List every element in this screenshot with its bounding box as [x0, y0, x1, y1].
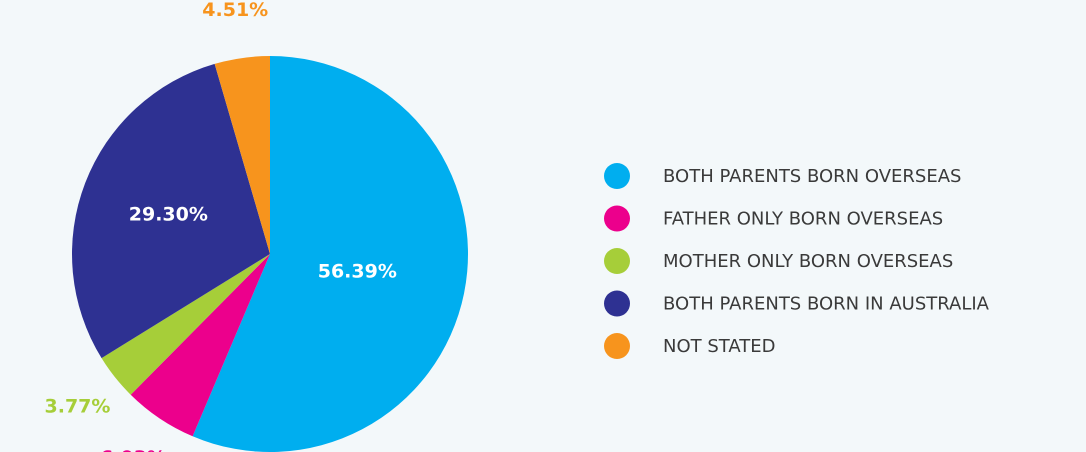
legend-label: BOTH PARENTS BORN OVERSEAS [663, 166, 961, 187]
value-label: 56.39% [318, 260, 397, 282]
legend-swatch [604, 205, 630, 232]
legend-swatch [604, 248, 630, 274]
value-label: 4.51% [202, 0, 268, 21]
legend-label: FATHER ONLY BORN OVERSEAS [663, 209, 943, 230]
legend-label: BOTH PARENTS BORN IN AUSTRALIA [663, 294, 990, 315]
value-label: 3.77% [45, 396, 111, 418]
pie-slice [71, 63, 270, 359]
pie-slice [192, 56, 469, 452]
legend-label: MOTHER ONLY BORN OVERSEAS [663, 251, 953, 272]
pie-slice [101, 254, 271, 395]
legend-swatch [604, 163, 630, 189]
pie-slice [130, 254, 270, 437]
value-label: 29.30% [129, 203, 208, 225]
legend-swatch [604, 333, 630, 359]
legend-swatch [604, 290, 630, 317]
value-label: 6.03% [100, 447, 166, 452]
legend-label: NOT STATED [663, 336, 776, 357]
pie-slice [214, 56, 270, 254]
